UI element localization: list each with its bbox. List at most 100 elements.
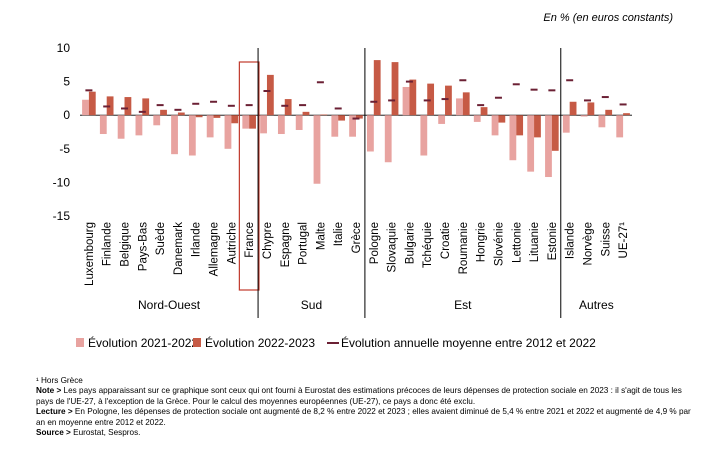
bar-2021-2022: [117, 115, 125, 139]
bar-2022-2023: [462, 92, 470, 116]
bar-2022-2023: [623, 113, 630, 116]
bar-2022-2023: [587, 102, 595, 116]
bar-2022-2023: [160, 109, 167, 116]
x-tick-label: Irlande: [191, 222, 203, 257]
x-tick-label: Lituanie: [529, 222, 541, 262]
bar-2021-2022: [206, 115, 214, 138]
lecture: Lecture > En Pologne, les dépenses de pr…: [36, 407, 696, 428]
x-tick-label: Danemark: [173, 222, 185, 275]
x-tick-label: Pologne: [369, 222, 381, 264]
x-tick-label: Espagne: [280, 222, 292, 267]
bar-2021-2022: [473, 115, 481, 122]
bar-2021-2022: [295, 115, 303, 130]
x-tick-label: France: [244, 222, 256, 258]
bar-2021-2022: [438, 115, 446, 124]
x-tick-label: Malte: [315, 222, 327, 250]
x-tick-label: Grèce: [351, 222, 363, 253]
unit-label: En % (en euros constants): [543, 12, 673, 24]
bar-2022-2023: [534, 115, 541, 138]
bar-2022-2023: [231, 115, 239, 124]
bar-2022-2023: [480, 107, 488, 116]
bar-2022-2023: [427, 83, 435, 116]
bar-2021-2022: [153, 115, 161, 126]
bar-2021-2022: [580, 115, 588, 117]
x-tick-label: Luxembourg: [84, 222, 96, 286]
y-tick-label: -15: [53, 209, 71, 223]
bar-2022-2023: [338, 115, 345, 121]
bar-2021-2022: [82, 99, 89, 116]
x-tick-label: UE-27¹: [618, 222, 630, 259]
bar-2021-2022: [545, 115, 552, 178]
x-tick-label: Finlande: [102, 222, 114, 266]
footnote: ¹ Hors Grèce: [36, 376, 83, 385]
bar-2022-2023: [213, 115, 221, 118]
highlight-box-france: [238, 61, 260, 291]
legend-label: Évolution annuelle moyenne entre 2012 et…: [341, 335, 596, 350]
y-tick-label: -5: [59, 142, 70, 156]
bar-2022-2023: [498, 115, 506, 123]
bar-2021-2022: [277, 115, 285, 135]
notes: ¹ Hors Grèce Note > Les pays apparaissan…: [36, 376, 696, 438]
y-tick-label: 10: [57, 41, 71, 55]
note: Note > Les pays apparaissant sur ce grap…: [36, 386, 696, 407]
legend-label: Évolution 2021-2022: [88, 335, 198, 350]
bar-2021-2022: [562, 115, 570, 133]
x-tick-label: Slovaquie: [387, 222, 399, 273]
bar-2021-2022: [367, 115, 374, 152]
y-tick-label: 5: [63, 75, 70, 89]
x-tick-label: Croatie: [440, 222, 452, 259]
bar-2022-2023: [445, 85, 452, 116]
bar-2021-2022: [260, 115, 267, 134]
bar-2022-2023: [177, 112, 185, 116]
x-tick-label: Chypre: [262, 222, 274, 259]
bar-2022-2023: [249, 115, 256, 129]
bar-2021-2022: [616, 115, 624, 138]
bar-2021-2022: [384, 115, 392, 163]
bar-2022-2023: [266, 74, 274, 116]
x-tick-label: Portugal: [298, 222, 310, 265]
bar-2021-2022: [456, 98, 463, 116]
x-tick-label: Lettonie: [511, 222, 523, 263]
x-tick-label: Estonie: [547, 222, 559, 260]
x-tick-label: Hongrie: [476, 222, 488, 262]
bar-2022-2023: [605, 109, 613, 116]
bar-2021-2022: [171, 115, 178, 155]
bar-2021-2022: [188, 115, 196, 156]
x-tick-label: Suède: [155, 222, 167, 255]
bar-2022-2023: [516, 115, 524, 136]
legend-swatch: [76, 338, 84, 347]
bar-2021-2022: [242, 115, 250, 129]
legend-label: Évolution 2022-2023: [205, 335, 315, 350]
x-tick-label: Italie: [333, 222, 345, 246]
group-label: Est: [454, 298, 472, 312]
y-tick-label: -10: [53, 175, 71, 189]
bar-2021-2022: [135, 115, 143, 136]
bar-2021-2022: [420, 115, 428, 156]
bar-2022-2023: [373, 60, 381, 116]
note-label: Note >: [36, 386, 62, 396]
bar-2021-2022: [99, 115, 107, 135]
chart: -15 -10 -5 0 5 10 Luxembourg Finlande Belgique P…: [53, 41, 632, 350]
bar-2021-2022: [598, 115, 606, 128]
legend-swatch: [193, 338, 201, 347]
bar-2022-2023: [142, 98, 150, 116]
note-text: Les pays apparaissant sur ce graphique s…: [36, 386, 682, 406]
bar-2022-2023: [284, 99, 292, 116]
bar-2021-2022: [224, 115, 232, 149]
bar-2022-2023: [302, 111, 310, 116]
bar-2022-2023: [124, 97, 132, 116]
x-tick-label: Islande: [565, 222, 577, 259]
lecture-text: En Pologne, les dépenses de protection s…: [36, 407, 691, 427]
bar-2022-2023: [356, 115, 363, 119]
bar-2022-2023: [88, 91, 96, 116]
bar-2021-2022: [509, 115, 517, 161]
lecture-label: Lecture >: [36, 407, 73, 417]
x-tick-label: Norvège: [582, 222, 594, 265]
bar-2022-2023: [391, 62, 399, 116]
bar-2021-2022: [331, 115, 339, 137]
bar-2021-2022: [349, 115, 356, 137]
x-tick-label: Suisse: [600, 222, 612, 257]
bar-2022-2023: [551, 115, 559, 151]
group-label: Nord-Ouest: [138, 298, 201, 312]
bar-2022-2023: [320, 114, 328, 116]
